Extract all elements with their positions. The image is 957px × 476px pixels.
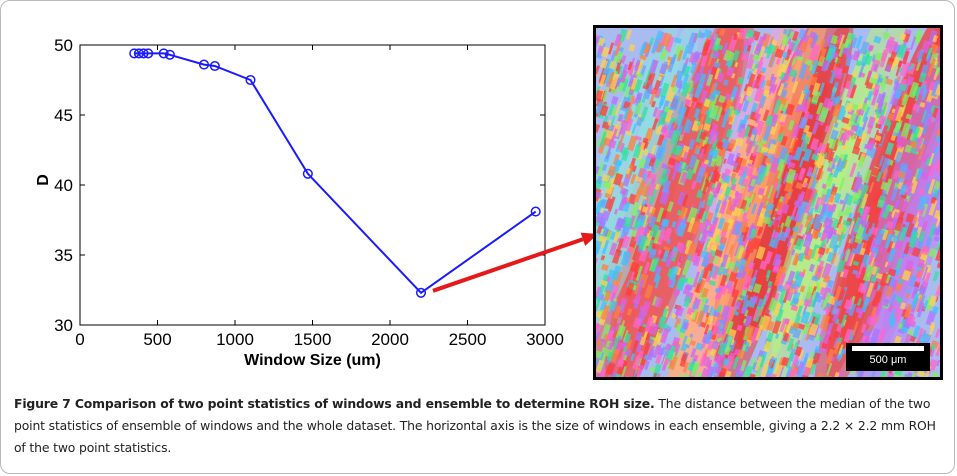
scale-bar-label: 500 μm <box>869 354 907 366</box>
figure-caption: Figure 7 Comparison of two point statist… <box>14 393 949 459</box>
scale-bar-line <box>852 346 924 351</box>
y-tick-label: 35 <box>54 246 73 265</box>
y-tick-label: 50 <box>54 36 73 55</box>
series-line <box>134 52 537 295</box>
data-point <box>164 49 175 60</box>
data-point <box>302 168 313 179</box>
line-chart: 0 500 1000 1500 2000 2500 3000 30 35 40 45 50 Window… <box>35 36 598 369</box>
x-tick-label: 500 <box>143 330 171 349</box>
y-tick-label: 40 <box>54 176 73 195</box>
ebsd-microstructure-image: 500 μm <box>593 25 943 380</box>
y-tick-label: 30 <box>54 316 73 335</box>
data-point <box>198 59 210 70</box>
data-point <box>143 48 154 59</box>
data-point <box>415 287 427 298</box>
x-tick-label: 3000 <box>526 330 564 349</box>
x-tick-label: 1500 <box>294 330 332 349</box>
y-tick-label: 45 <box>54 106 73 125</box>
x-tick-label: 2500 <box>449 330 487 349</box>
x-tick-label: 0 <box>75 330 84 349</box>
data-point <box>245 74 256 86</box>
data-point <box>158 48 169 59</box>
scale-bar: 500 μm <box>846 343 930 371</box>
data-point <box>138 48 149 59</box>
ebsd-grain-texture <box>596 28 940 377</box>
caption-body: The distance between the median of the t… <box>14 396 936 455</box>
x-tick-label: 2000 <box>371 330 409 349</box>
ebsd-orientation-map <box>596 28 940 377</box>
data-point <box>209 60 220 72</box>
y-axis-label: D <box>35 174 52 186</box>
data-point <box>530 206 541 217</box>
x-tick-label: 1000 <box>216 330 254 349</box>
caption-title: Figure 7 Comparison of two point statist… <box>14 396 655 411</box>
x-axis-label: Window Size (um) <box>244 352 381 369</box>
plot-area-box <box>79 44 546 326</box>
annotation-arrow-shaft <box>432 237 584 293</box>
